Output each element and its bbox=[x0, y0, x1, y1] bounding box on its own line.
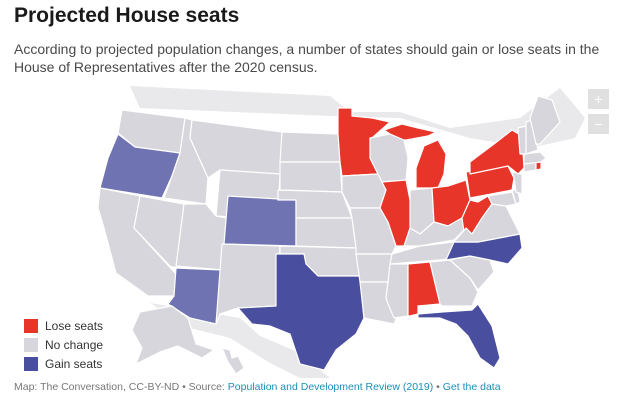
legend-item-gain: Gain seats bbox=[24, 354, 103, 373]
canada bbox=[130, 86, 585, 148]
state-nevada[interactable] bbox=[133, 195, 185, 269]
state-arkansas[interactable] bbox=[355, 253, 393, 283]
legend-swatch-none bbox=[24, 337, 38, 352]
state-vermont[interactable] bbox=[517, 125, 527, 155]
state-montana[interactable] bbox=[189, 119, 283, 179]
state-illinois[interactable] bbox=[379, 179, 413, 247]
state-colorado[interactable] bbox=[223, 195, 297, 247]
legend-item-none: No change bbox=[24, 335, 103, 354]
state-florida[interactable] bbox=[417, 303, 501, 369]
map-svg bbox=[97, 86, 585, 378]
state-oregon[interactable] bbox=[99, 133, 181, 199]
state-michigan-upper[interactable] bbox=[383, 123, 437, 141]
state-michigan-lower[interactable] bbox=[415, 139, 447, 189]
footer-separator: • bbox=[433, 381, 443, 393]
legend-label-lose: Lose seats bbox=[45, 318, 104, 333]
map-legend: Lose seats No change Gain seats bbox=[24, 316, 103, 373]
state-south-dakota[interactable] bbox=[279, 161, 343, 193]
state-hawaii[interactable] bbox=[221, 347, 245, 375]
state-kentucky[interactable] bbox=[403, 217, 467, 247]
get-the-data-link[interactable]: Get the data bbox=[442, 381, 501, 393]
state-maryland[interactable] bbox=[487, 191, 517, 207]
map-title: Projected House seats bbox=[14, 4, 240, 27]
state-massachusetts[interactable] bbox=[523, 151, 547, 165]
state-rhode-island[interactable] bbox=[535, 161, 542, 171]
zoom-out-button[interactable]: − bbox=[588, 114, 609, 134]
map-footer: Map: The Conversation, CC-BY-ND • Source… bbox=[14, 381, 501, 393]
map-subtitle: According to projected population change… bbox=[14, 41, 600, 75]
state-kansas[interactable] bbox=[295, 217, 357, 249]
state-maine[interactable] bbox=[529, 95, 561, 145]
us-map[interactable] bbox=[0, 78, 621, 378]
legend-swatch-gain bbox=[24, 356, 38, 371]
legend-label-gain: Gain seats bbox=[45, 356, 103, 371]
state-iowa[interactable] bbox=[341, 173, 387, 209]
legend-label-none: No change bbox=[45, 337, 104, 352]
state-north-dakota[interactable] bbox=[279, 131, 341, 163]
state-new-jersey[interactable] bbox=[511, 171, 523, 195]
footer-credit: Map: The Conversation, CC-BY-ND • Source… bbox=[14, 381, 228, 393]
source-link[interactable]: Population and Development Review (2019) bbox=[227, 381, 434, 393]
state-alaska[interactable] bbox=[131, 305, 215, 365]
legend-item-lose: Lose seats bbox=[24, 316, 103, 335]
legend-swatch-lose bbox=[24, 318, 38, 333]
mexico bbox=[150, 303, 330, 378]
state-texas[interactable] bbox=[237, 253, 365, 371]
zoom-in-button[interactable]: + bbox=[588, 89, 609, 109]
state-virginia[interactable] bbox=[453, 203, 521, 243]
